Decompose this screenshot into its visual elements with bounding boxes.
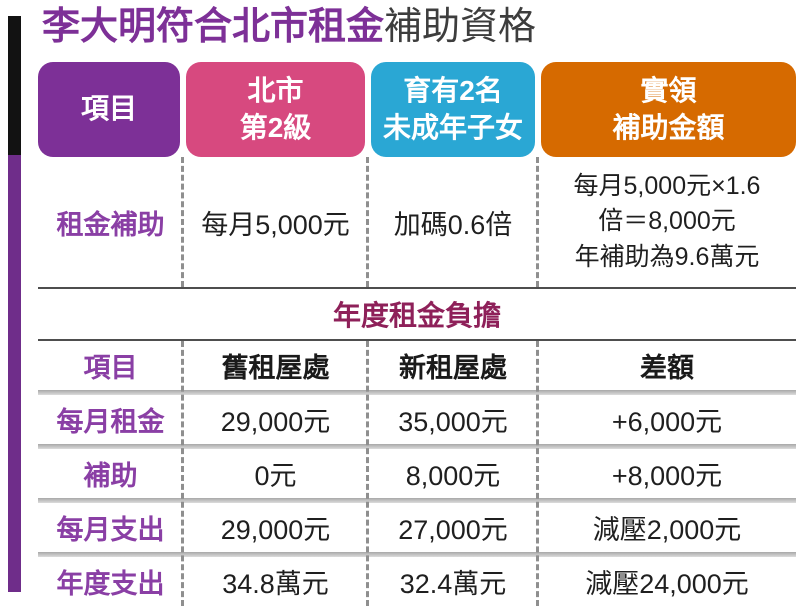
cell-diff-value: +8,000元 (611, 461, 723, 491)
burden-header-row: 項目 舊租屋處 新租屋處 差額 (38, 341, 796, 390)
column-separator (181, 157, 184, 287)
table-row-monthly-rent: 每月租金 29,000元 35,000元 +6,000元 (38, 395, 796, 444)
row-label: 補助 (83, 461, 138, 491)
header-cell-subsidy-amount: 實領 補助金額 (541, 62, 796, 157)
cell-subsidy-calculation: 每月5,000元×1.6 倍＝8,000元 年補助為9.6萬元 (573, 171, 761, 271)
cell-new-value: 35,000元 (398, 407, 508, 437)
burden-table: 項目 舊租屋處 新租屋處 差額 每月租金 29,000元 35,000元 +6,… (38, 341, 796, 606)
eligibility-header-row: 項目 北市 第2級 育有2名 未成年子女 實領 補助金額 (38, 62, 796, 157)
cell-old-value: 29,000元 (220, 515, 331, 545)
cell-old-value: 0元 (254, 461, 297, 491)
column-separator (366, 341, 369, 606)
infographic-body: 項目 北市 第2級 育有2名 未成年子女 實領 補助金額 租金補助 每月5,00… (38, 62, 796, 606)
row-separator (38, 444, 796, 449)
page-title: 李大明符合北市租金補助資格 (42, 4, 536, 52)
cell-new-value: 32.4萬元 (399, 569, 507, 599)
header-cell-city-level: 北市 第2級 (186, 62, 365, 157)
cell-new-value: 8,000元 (405, 461, 501, 491)
header-cell-item: 項目 (38, 62, 180, 157)
cell-diff-value: 減壓2,000元 (592, 515, 742, 545)
cell-diff-value: +6,000元 (611, 407, 723, 437)
row-label-rent-subsidy: 租金補助 (56, 209, 165, 240)
row-label: 每月租金 (56, 407, 165, 437)
section-title-annual-rent-burden: 年度租金負擔 (38, 289, 796, 341)
accent-purple-segment (8, 155, 21, 592)
table-row-annual-expense: 年度支出 34.8萬元 32.4萬元 減壓24,000元 (38, 557, 796, 606)
row-label: 每月支出 (56, 515, 165, 545)
column-separator (536, 341, 539, 606)
title-highlight: 李大明符合北市租金 (42, 6, 385, 48)
burden-header-item: 項目 (83, 353, 138, 383)
accent-black-segment (8, 16, 21, 155)
eligibility-row-rent-subsidy: 租金補助 每月5,000元 加碼0.6倍 每月5,000元×1.6 倍＝8,00… (38, 157, 796, 289)
column-separator (181, 341, 184, 606)
cell-bonus-multiplier: 加碼0.6倍 (393, 209, 513, 240)
cell-old-value: 34.8萬元 (222, 569, 329, 599)
burden-header-difference: 差額 (640, 353, 694, 383)
row-label: 年度支出 (56, 569, 165, 599)
burden-header-old-rental: 舊租屋處 (221, 353, 330, 383)
column-separator (366, 157, 369, 287)
cell-old-value: 29,000元 (220, 407, 331, 437)
column-separator (536, 157, 539, 287)
row-separator (38, 552, 796, 557)
table-row-subsidy: 補助 0元 8,000元 +8,000元 (38, 449, 796, 498)
title-rest: 補助資格 (384, 6, 537, 48)
burden-header-new-rental: 新租屋處 (399, 353, 507, 383)
row-separator (38, 390, 796, 395)
row-separator (38, 498, 796, 503)
cell-new-value: 27,000元 (398, 515, 508, 545)
table-row-monthly-expense: 每月支出 29,000元 27,000元 減壓2,000元 (38, 503, 796, 552)
cell-monthly-subsidy: 每月5,000元 (201, 209, 350, 240)
cell-diff-value: 減壓24,000元 (585, 569, 749, 599)
left-accent-bar (8, 16, 21, 592)
header-cell-minor-children: 育有2名 未成年子女 (371, 62, 535, 157)
